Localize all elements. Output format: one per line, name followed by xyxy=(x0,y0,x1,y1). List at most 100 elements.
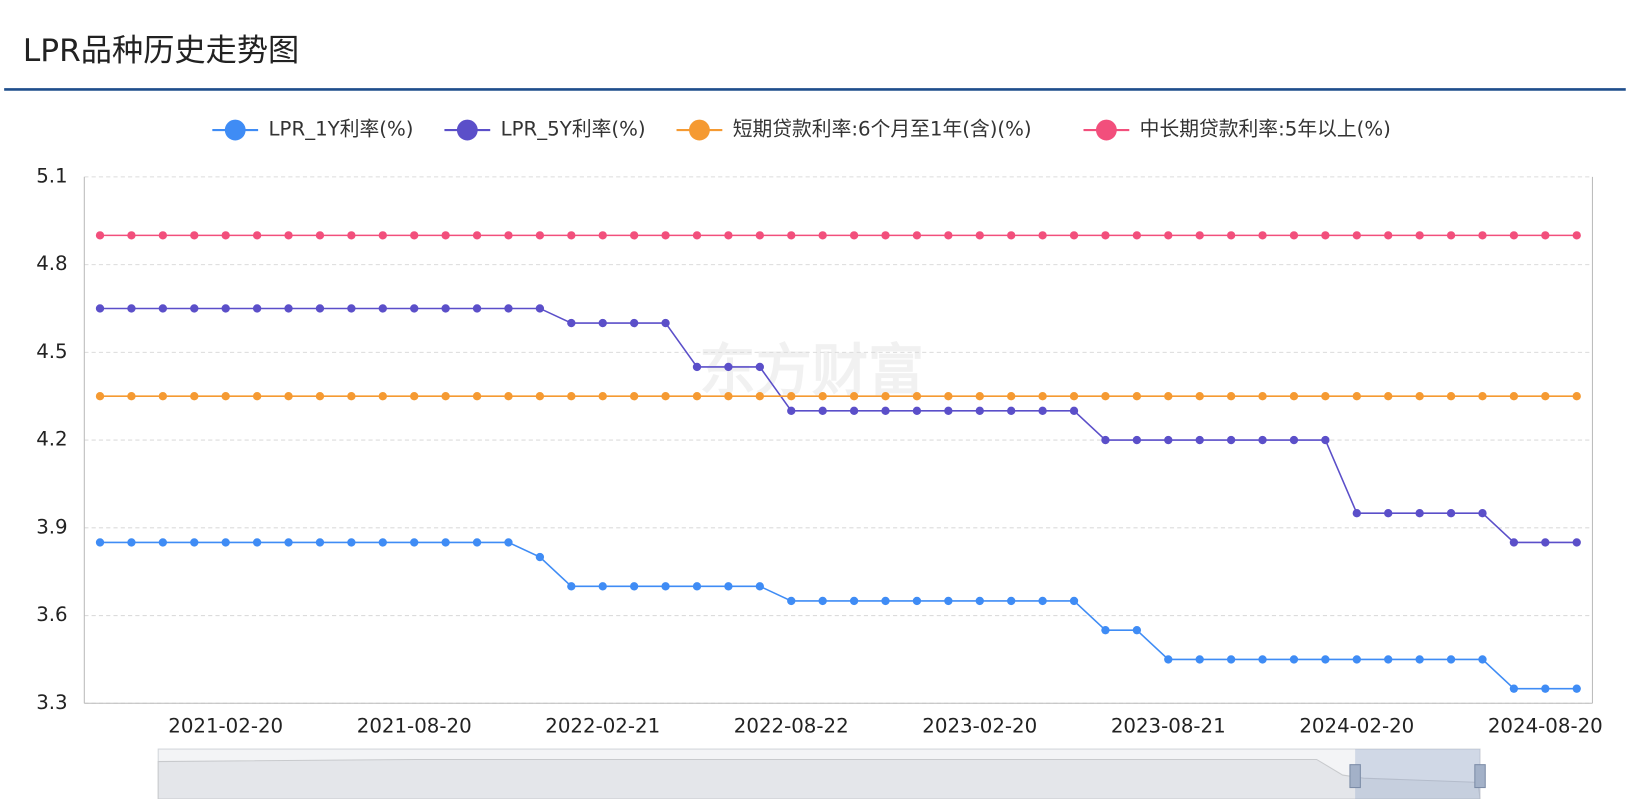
data-point xyxy=(1478,392,1487,401)
data-point xyxy=(1038,392,1047,401)
data-point xyxy=(1007,231,1016,240)
data-point xyxy=(347,304,356,313)
data-point xyxy=(912,231,922,240)
data-point xyxy=(378,231,387,240)
data-point xyxy=(1069,596,1079,606)
data-point xyxy=(158,304,168,313)
data-point xyxy=(787,596,796,606)
data-point xyxy=(629,392,639,401)
data-point xyxy=(221,538,230,547)
data-point xyxy=(410,304,419,313)
x-tick-label: 2022-08-22 xyxy=(734,715,849,738)
data-point xyxy=(1258,392,1267,401)
data-point xyxy=(504,304,513,313)
data-point xyxy=(1321,392,1330,401)
data-point xyxy=(1509,538,1519,547)
legend-label: 短期贷款利率:6个月至1年(含)(%) xyxy=(733,118,1032,141)
data-point xyxy=(221,392,230,401)
data-point xyxy=(755,392,764,401)
data-point xyxy=(347,538,356,547)
data-point xyxy=(127,304,136,313)
data-point xyxy=(1572,538,1581,547)
data-point xyxy=(1415,231,1424,240)
data-point xyxy=(724,392,733,401)
legend-marker xyxy=(224,119,246,141)
legend-item[interactable]: LPR_5Y利率(%) xyxy=(444,118,646,141)
data-point xyxy=(1352,392,1361,401)
data-point xyxy=(1321,435,1330,445)
data-point xyxy=(567,582,576,591)
data-point xyxy=(221,304,230,313)
data-point xyxy=(127,538,136,547)
data-point xyxy=(315,304,325,313)
data-point xyxy=(1038,406,1047,415)
data-point xyxy=(1446,655,1456,664)
data-zoom[interactable] xyxy=(157,748,1486,802)
data-point xyxy=(1384,509,1393,518)
data-point xyxy=(598,392,607,401)
data-point xyxy=(1195,655,1204,664)
data-point xyxy=(441,392,450,401)
data-point xyxy=(787,231,796,240)
legend-label: LPR_5Y利率(%) xyxy=(501,118,646,141)
data-point xyxy=(1258,231,1267,240)
zoom-handle[interactable] xyxy=(1474,764,1486,789)
legend-item[interactable]: 中长期贷款利率:5年以上(%) xyxy=(1083,118,1391,141)
data-point xyxy=(127,392,136,401)
zoom-preview xyxy=(157,758,1481,800)
data-point xyxy=(472,538,482,547)
y-tick-label: 5.1 xyxy=(36,164,67,187)
data-point xyxy=(95,538,105,547)
data-point xyxy=(1132,392,1142,401)
data-point xyxy=(158,231,168,240)
data-point xyxy=(944,596,953,606)
data-point xyxy=(472,392,482,401)
data-point xyxy=(598,582,607,591)
data-point xyxy=(692,392,702,401)
legend-marker xyxy=(456,119,478,141)
data-point xyxy=(1478,231,1487,240)
data-point xyxy=(1572,684,1581,693)
data-point xyxy=(535,552,545,562)
data-point xyxy=(1541,538,1550,547)
data-point xyxy=(1132,435,1142,445)
legend-item[interactable]: LPR_1Y利率(%) xyxy=(212,118,413,141)
zoom-window[interactable] xyxy=(1355,749,1481,802)
x-tick-label: 2024-02-20 xyxy=(1299,715,1414,738)
data-point xyxy=(1384,392,1393,401)
data-point xyxy=(472,304,482,313)
legend-marker xyxy=(1095,119,1117,141)
data-point xyxy=(410,231,419,240)
data-point xyxy=(1289,435,1299,445)
data-point xyxy=(158,538,168,547)
data-point xyxy=(1384,231,1393,240)
data-point xyxy=(787,392,796,401)
data-point xyxy=(1572,231,1581,240)
data-point xyxy=(284,538,293,547)
data-point xyxy=(724,582,733,591)
data-point xyxy=(284,304,293,313)
legend-item[interactable]: 短期贷款利率:6个月至1年(含)(%) xyxy=(676,118,1032,141)
data-point xyxy=(1101,392,1110,401)
data-point xyxy=(95,392,105,401)
data-point xyxy=(881,392,890,401)
data-point xyxy=(661,231,670,240)
data-point xyxy=(849,231,859,240)
data-point xyxy=(1321,655,1330,664)
data-point xyxy=(535,231,545,240)
y-tick-label: 3.9 xyxy=(36,515,67,538)
data-point xyxy=(378,392,387,401)
data-point xyxy=(441,304,450,313)
data-point xyxy=(1007,392,1016,401)
zoom-handle[interactable] xyxy=(1349,764,1361,789)
data-point xyxy=(1289,392,1299,401)
data-point xyxy=(441,231,450,240)
data-point xyxy=(1415,655,1424,664)
x-tick-label: 2021-02-20 xyxy=(168,715,283,738)
data-point xyxy=(912,392,922,401)
legend-label: 中长期贷款利率:5年以上(%) xyxy=(1140,118,1391,141)
data-point xyxy=(1069,406,1079,415)
data-point xyxy=(1321,231,1330,240)
data-point xyxy=(724,231,733,240)
data-point xyxy=(818,406,827,415)
